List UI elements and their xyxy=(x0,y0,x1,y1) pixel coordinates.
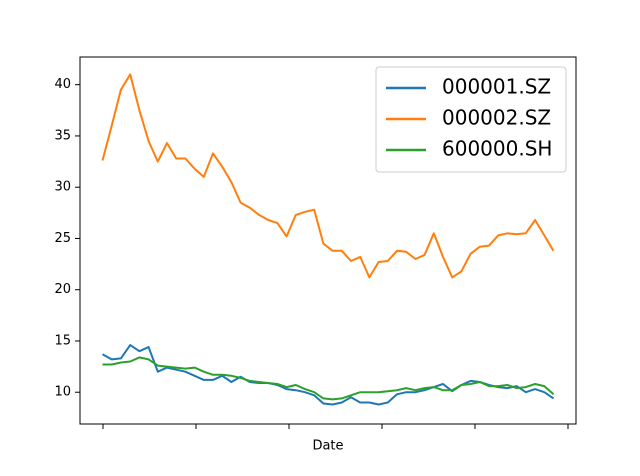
y-tick-label: 25 xyxy=(54,231,71,246)
legend-label: 000002.SZ xyxy=(442,106,551,130)
x-axis-label: Date xyxy=(312,439,343,454)
series-line xyxy=(102,356,555,401)
y-tick-label: 30 xyxy=(54,180,71,195)
y-tick-label: 20 xyxy=(54,282,71,297)
legend-box xyxy=(375,66,567,173)
series-line xyxy=(101,73,555,279)
y-tick-label: 10 xyxy=(54,385,71,400)
y-tick-label: 40 xyxy=(54,77,71,92)
x-tick-marks xyxy=(102,424,569,429)
legend: 000001.SZ 000002.SZ 600000.SH xyxy=(375,66,567,173)
y-tick-label: 35 xyxy=(54,128,71,143)
legend-label: 600000.SH xyxy=(442,137,552,161)
legend-label: 000001.SZ xyxy=(442,75,551,99)
series-line xyxy=(102,344,555,406)
y-tick-label: 15 xyxy=(54,333,71,348)
plot-frame xyxy=(79,56,577,425)
